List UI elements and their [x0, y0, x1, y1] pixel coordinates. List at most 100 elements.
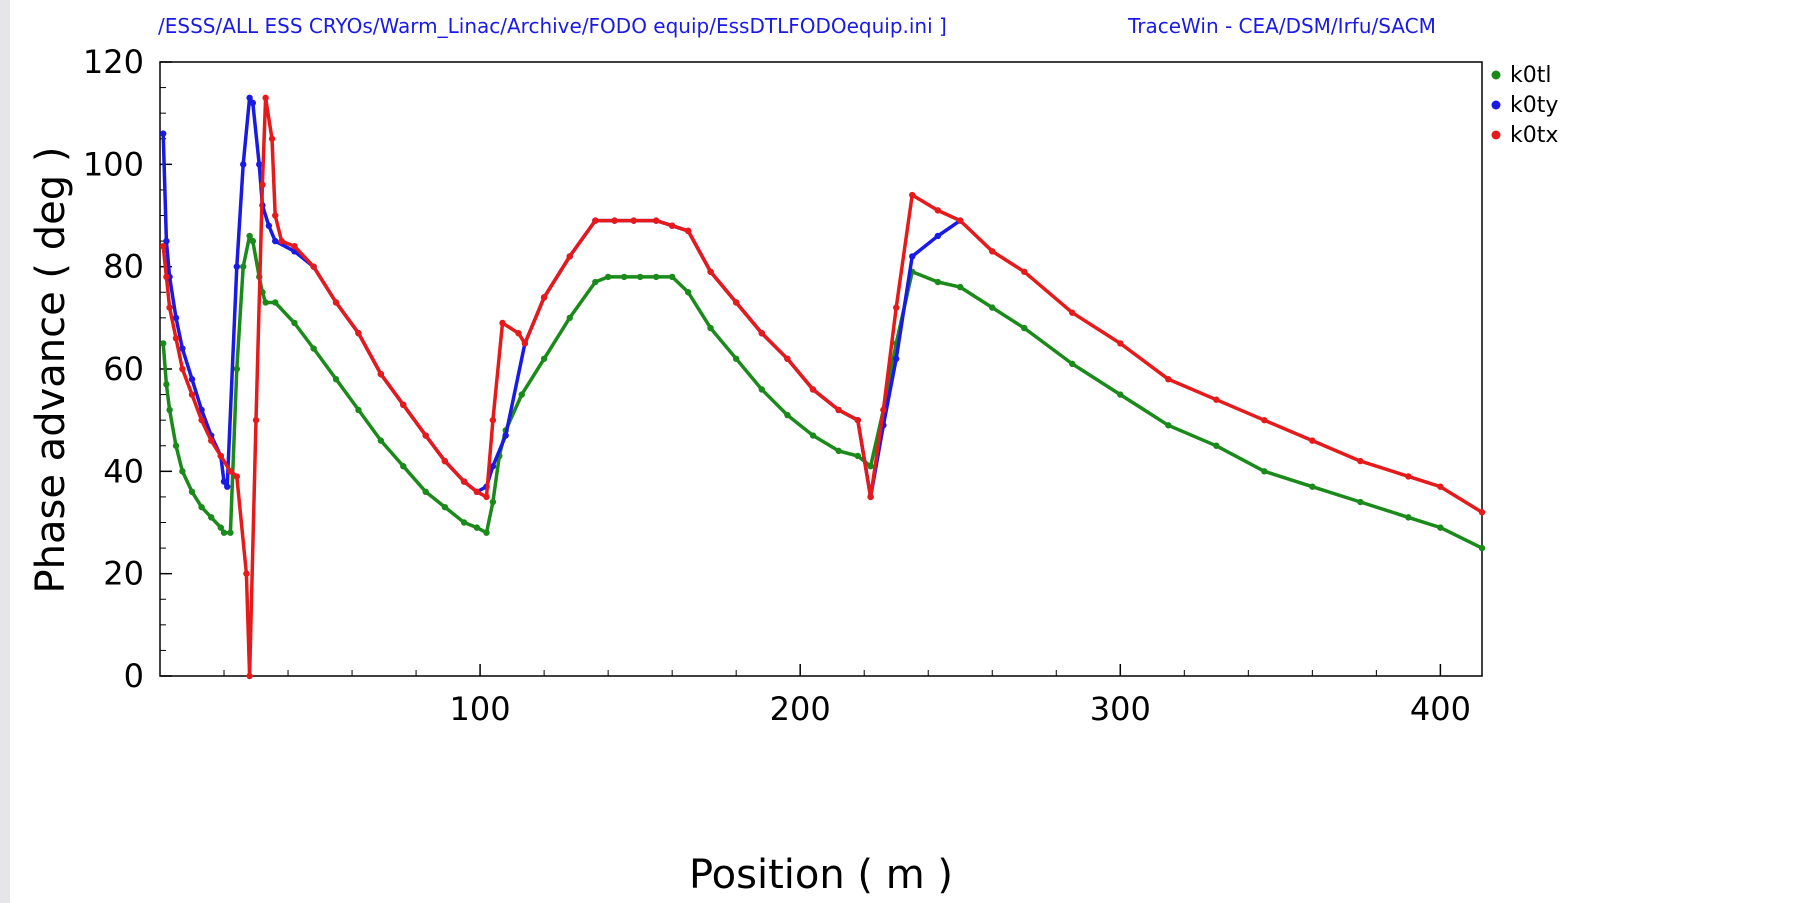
data-point-k0tx: [521, 340, 529, 347]
data-point-k0tl: [422, 488, 429, 495]
data-point-k0tl: [784, 411, 791, 419]
plot-frame: [159, 61, 1483, 677]
data-point-k0tx: [243, 570, 250, 577]
series-k0tx: [160, 94, 1486, 680]
x-tick-label: 300: [1090, 690, 1151, 728]
data-point-k0tl: [540, 355, 548, 362]
data-point-k0tl: [172, 442, 180, 449]
data-point-k0tl: [233, 365, 241, 373]
x-axis-label: Position ( m ): [689, 852, 953, 898]
data-point-k0tx: [909, 191, 916, 199]
data-point-k0tl: [208, 514, 215, 521]
data-point-k0tx: [208, 437, 215, 444]
data-point-k0tl: [684, 289, 692, 296]
data-point-k0tl: [249, 237, 257, 245]
data-point-k0tx: [1309, 437, 1316, 444]
data-point-k0tl: [1405, 514, 1412, 521]
data-point-k0tx: [400, 401, 407, 409]
data-point-k0ty: [893, 355, 900, 362]
data-point-k0tx: [172, 335, 180, 342]
data-point-k0tl: [332, 376, 340, 383]
legend-marker-k0tl: [1491, 70, 1501, 80]
data-point-k0tl: [518, 391, 525, 398]
data-point-k0ty: [272, 237, 279, 245]
data-point-k0ty: [502, 432, 509, 439]
data-point-k0tl: [957, 283, 964, 291]
data-point-k0tl: [377, 437, 385, 444]
data-point-k0tx: [460, 478, 468, 485]
data-point-k0tx: [1021, 268, 1028, 275]
y-tick-label: 0: [124, 657, 144, 695]
data-point-k0tx: [515, 329, 522, 337]
data-point-k0tx: [278, 237, 285, 245]
data-point-k0ty: [163, 237, 170, 245]
data-point-k0ty: [934, 232, 942, 240]
data-point-k0tx: [668, 222, 676, 229]
data-point-k0ty: [256, 161, 263, 168]
data-point-k0ty: [188, 376, 196, 383]
data-point-k0tx: [422, 432, 429, 439]
data-point-k0ty: [160, 130, 167, 137]
data-point-k0tl: [1165, 422, 1172, 429]
y-tick-label: 60: [103, 350, 144, 388]
data-point-k0tl: [1213, 442, 1220, 449]
x-tick-label: 100: [450, 690, 511, 728]
data-point-k0tl: [758, 386, 765, 393]
data-point-k0tl: [473, 524, 481, 531]
data-point-k0tx: [489, 416, 497, 424]
data-point-k0tl: [1478, 544, 1486, 552]
data-point-k0tx: [483, 493, 490, 501]
data-point-k0tx: [611, 217, 618, 224]
data-point-k0tl: [240, 263, 247, 270]
data-point-k0tx: [291, 243, 298, 250]
data-point-k0tx: [1117, 340, 1124, 347]
chart-window: /ESSS/ALL ESS CRYOs/Warm_Linac/Archive/F…: [10, 0, 1806, 903]
data-point-k0tx: [732, 299, 740, 306]
y-tick-label: 120: [83, 43, 144, 81]
x-tick-label: 400: [1410, 690, 1471, 728]
data-point-k0tx: [163, 273, 170, 281]
data-point-k0tl: [732, 355, 740, 362]
data-point-k0tx: [188, 391, 196, 398]
data-point-k0tl: [198, 503, 205, 511]
data-point-k0tl: [163, 381, 170, 388]
axis-ticks: [160, 61, 1442, 677]
x-tick-label: 200: [770, 690, 831, 728]
data-point-k0tx: [652, 217, 660, 224]
data-point-k0tl: [809, 432, 817, 439]
data-point-k0tl: [441, 503, 449, 511]
data-point-k0tx: [166, 304, 173, 311]
data-point-k0tl: [707, 324, 714, 332]
data-point-k0tx: [198, 416, 205, 424]
data-point-k0tx: [377, 370, 385, 378]
data-point-k0tl: [604, 273, 612, 281]
data-point-k0tl: [989, 304, 996, 311]
data-point-k0tl: [636, 273, 644, 281]
series-line-k0tl: [161, 234, 1483, 550]
data-point-k0tl: [400, 463, 407, 470]
y-tick-label: 40: [103, 452, 144, 490]
data-point-k0tx: [1478, 509, 1486, 516]
data-point-k0tl: [220, 529, 228, 536]
series-line-k0tx: [161, 96, 1483, 678]
data-point-k0tl: [1069, 360, 1076, 368]
data-point-k0tl: [1437, 524, 1444, 531]
data-point-k0tx: [893, 304, 900, 311]
data-point-k0tx: [957, 217, 964, 224]
data-point-k0tl: [867, 463, 874, 470]
legend-marker-k0ty: [1491, 100, 1501, 110]
data-point-k0tx: [179, 365, 186, 373]
data-point-k0tl: [854, 452, 862, 460]
data-point-k0tl: [1357, 498, 1364, 506]
data-point-k0tl: [835, 447, 842, 455]
data-point-k0tx: [259, 181, 266, 188]
legend-label-k0tl: k0tl: [1510, 63, 1551, 88]
data-point-k0tx: [566, 253, 573, 260]
data-point-k0tl: [262, 299, 269, 306]
data-point-k0tl: [1021, 324, 1028, 332]
legend: k0tl k0ty k0tx: [1491, 63, 1558, 148]
data-point-k0tl: [160, 340, 167, 347]
y-axis-label: Phase advance ( deg ): [28, 147, 74, 594]
y-tick-label: 80: [103, 248, 144, 286]
data-point-k0ty: [233, 263, 241, 270]
